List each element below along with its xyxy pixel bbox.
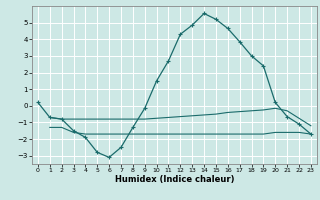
X-axis label: Humidex (Indice chaleur): Humidex (Indice chaleur) (115, 175, 234, 184)
